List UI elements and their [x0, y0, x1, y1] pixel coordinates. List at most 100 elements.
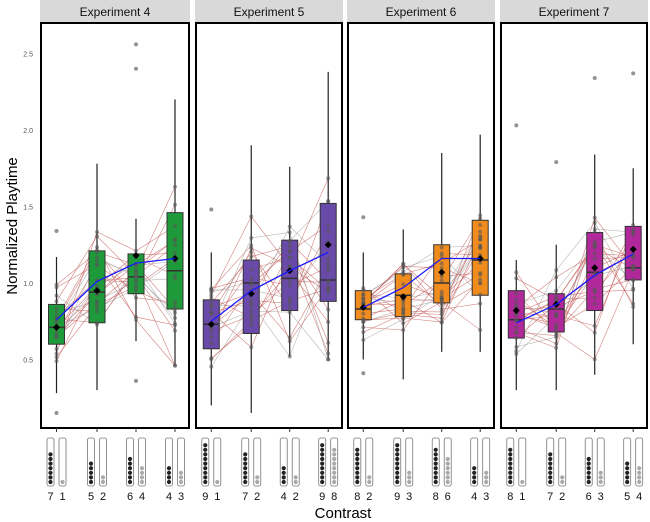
ball-icon [508, 447, 513, 452]
ball-icon [598, 470, 603, 475]
ball-icon [332, 452, 337, 457]
subject-line [516, 289, 634, 314]
data-point [134, 268, 138, 273]
subject-line [363, 272, 481, 331]
tube-count-label: 7 [242, 491, 248, 503]
data-point [514, 291, 519, 296]
ball-icon [60, 479, 65, 485]
ball-icon [433, 479, 438, 485]
data-point [249, 282, 254, 287]
ball-icon [332, 470, 337, 475]
ball-icon [395, 447, 400, 452]
ball-icon [320, 461, 325, 466]
data-point [173, 310, 177, 315]
ball-icon [139, 479, 145, 485]
trend-line [362, 257, 481, 309]
tube-count-label: 2 [366, 491, 372, 503]
subject-line [56, 246, 176, 366]
panel-frame [347, 22, 495, 429]
ball-icon [281, 466, 286, 471]
ball-icon [472, 475, 477, 480]
subject-line [56, 278, 176, 314]
subject-line [363, 218, 481, 306]
data-point [401, 282, 406, 287]
subject-line [56, 264, 176, 334]
tube-count-label: 2 [100, 491, 106, 503]
data-point [209, 305, 214, 310]
data-point [326, 176, 331, 181]
subject-line [363, 279, 481, 324]
data-point [478, 237, 483, 242]
data-point [54, 319, 59, 324]
ball-icon [332, 479, 337, 485]
data-point [173, 224, 177, 229]
ball-icon [139, 470, 145, 475]
ball-icon [243, 466, 248, 471]
ball-icon [637, 475, 642, 480]
ball-icon [178, 470, 184, 475]
mean-marker [132, 251, 140, 259]
subject-line [516, 246, 634, 301]
ball-icon [548, 461, 553, 466]
data-point [439, 316, 444, 321]
subject-line [363, 266, 481, 303]
ball-icon [433, 447, 438, 452]
ball-icon [586, 479, 591, 485]
tube-icon [405, 437, 414, 487]
data-point [554, 314, 559, 319]
ball-icon [281, 479, 286, 485]
data-point [173, 300, 177, 305]
x-axis-label: Contrast [315, 505, 373, 522]
data-point [134, 248, 138, 253]
ball-icon [88, 466, 94, 471]
data-point [173, 315, 177, 320]
data-point [173, 307, 177, 312]
data-point [54, 335, 59, 340]
ball-icon [178, 475, 184, 480]
tube-count-label: 1 [519, 491, 525, 503]
ball-icon [548, 452, 553, 457]
ball-icon [625, 466, 630, 471]
tube-count-label: 7 [547, 491, 553, 503]
outlier-point [514, 123, 519, 128]
ball-icon [598, 479, 603, 485]
data-point [54, 282, 59, 287]
ball-icon [48, 452, 53, 457]
data-point [326, 286, 331, 291]
ball-icon [355, 452, 360, 457]
outlier-point [361, 371, 366, 376]
subject-line [363, 239, 481, 300]
data-point [592, 220, 597, 225]
data-point [287, 335, 292, 340]
subject-line [56, 186, 176, 338]
data-point [95, 245, 99, 250]
ball-icon [586, 475, 591, 480]
subject-line [211, 232, 329, 360]
tube-count-label: 1 [59, 491, 65, 503]
data-point [361, 317, 366, 322]
data-point [249, 301, 254, 306]
data-point [287, 299, 292, 304]
ball-icon [355, 461, 360, 466]
data-point [54, 299, 59, 304]
data-point [554, 333, 559, 338]
ball-icon [203, 443, 208, 448]
ball-icon [520, 479, 525, 485]
tube-count-label: 9 [319, 491, 325, 503]
data-point [173, 304, 177, 309]
mean-marker [324, 241, 332, 249]
data-point [401, 306, 406, 311]
data-point [54, 355, 59, 360]
data-point [514, 330, 519, 335]
tube-count-label: 7 [47, 491, 53, 503]
data-point [514, 302, 519, 307]
tube-count-label: 4 [166, 491, 172, 503]
data-point [249, 323, 254, 328]
data-point [514, 348, 519, 353]
data-point [287, 306, 292, 311]
ball-icon [508, 470, 513, 475]
data-point [54, 359, 59, 364]
data-point [478, 213, 483, 218]
ball-icon [293, 475, 298, 480]
outlier-point [54, 228, 59, 233]
